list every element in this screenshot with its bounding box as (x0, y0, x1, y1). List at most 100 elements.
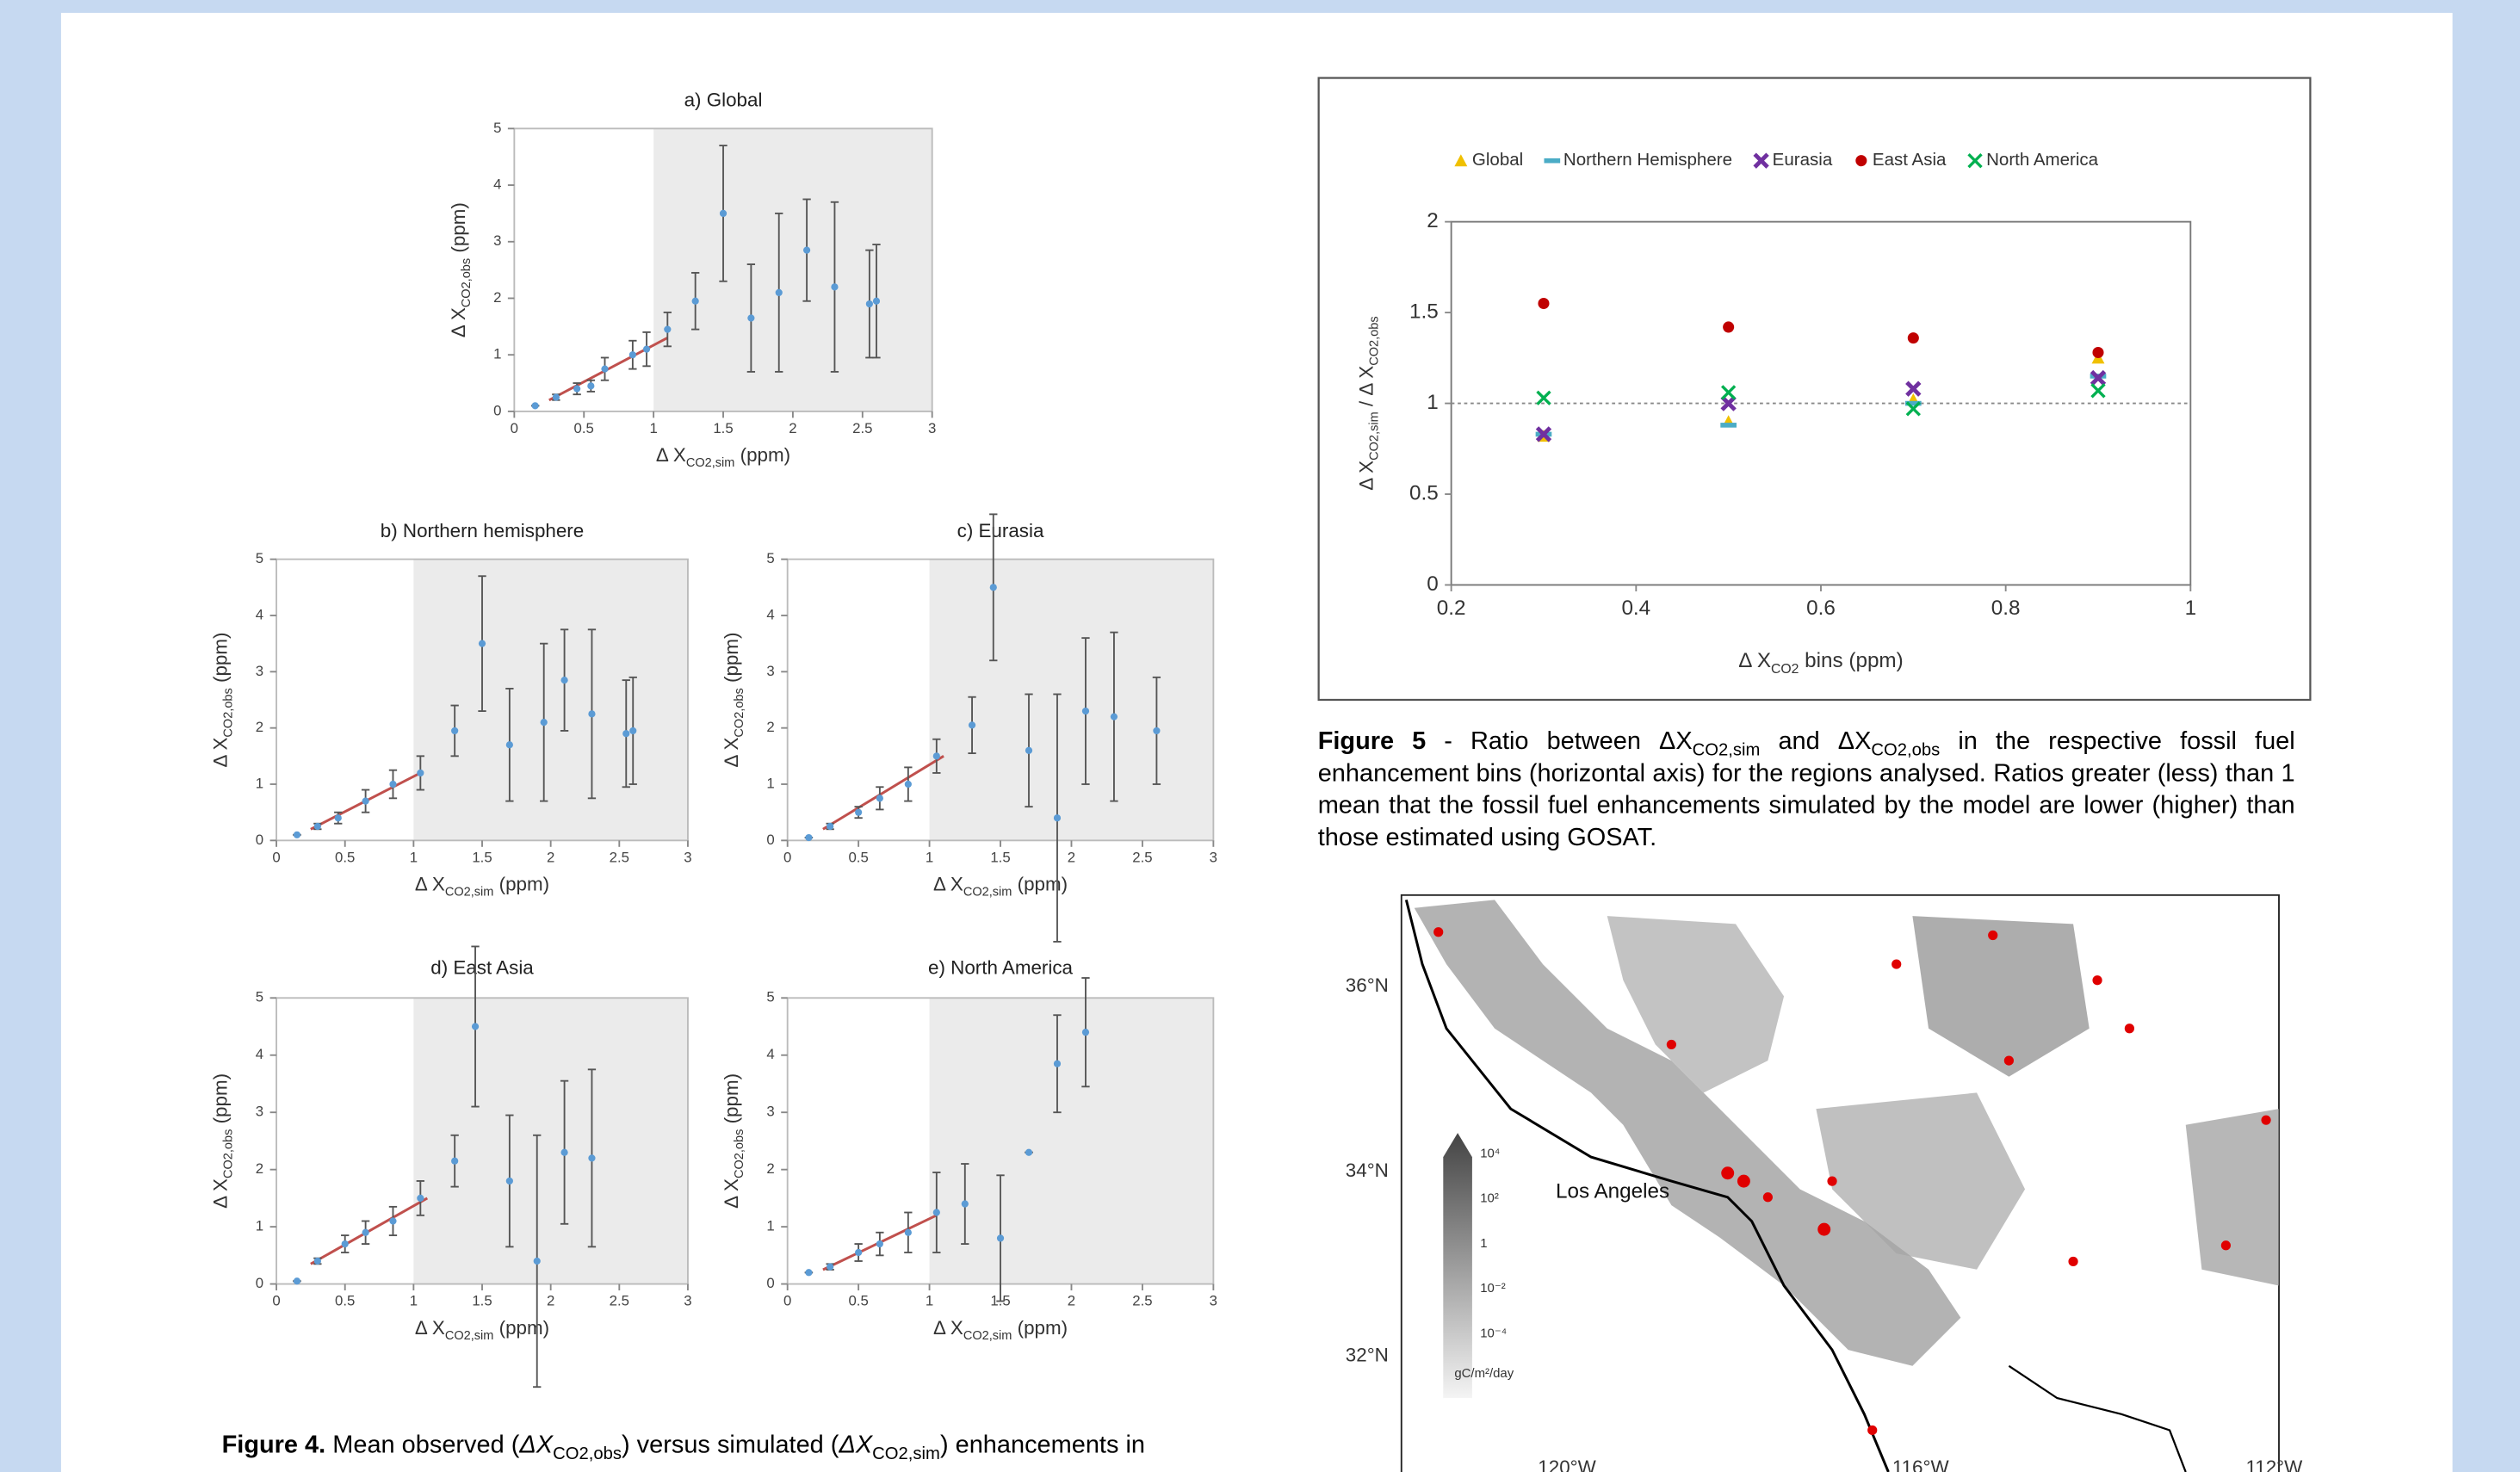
data-point (905, 781, 912, 788)
y-axis-label-part: CO2,obs (1367, 316, 1381, 365)
longitude-label: 112°W (2245, 1457, 2303, 1472)
x-axis-label-part: (ppm) (1012, 874, 1068, 895)
y-tick-label: 1 (1427, 391, 1438, 414)
x-tick-label: 2.5 (852, 420, 872, 436)
marker (1908, 332, 1919, 343)
x-tick-label: 1 (926, 1293, 933, 1309)
y-tick-label: 4 (766, 1046, 774, 1062)
figure4-caption: Figure 4. Mean observed (ΔXCO2,obs) vers… (222, 1430, 1283, 1462)
data-point (827, 1264, 833, 1271)
x-tick-label: 2.5 (1132, 849, 1152, 865)
y-tick-label: 1 (256, 1218, 263, 1234)
data-point (335, 814, 342, 821)
y-axis-label-part: (ppm) (721, 632, 742, 688)
data-point (417, 1195, 424, 1202)
data-point (389, 781, 396, 788)
x-tick-label: 0.2 (1437, 597, 1466, 620)
caption-text: Mean observed ( (325, 1432, 519, 1459)
data-point (588, 1154, 595, 1161)
x-tick-label: 0.5 (335, 849, 355, 865)
marker (1538, 298, 1549, 309)
data-point (560, 1149, 567, 1156)
y-tick-label: 2 (766, 1160, 774, 1177)
y-axis-label-part: Δ X (210, 1178, 232, 1209)
x-axis-label-part: (ppm) (734, 444, 790, 466)
chart-title: b) Northern hemisphere (381, 520, 584, 541)
y-tick-label: 3 (256, 663, 263, 679)
data-point (1025, 1149, 1032, 1156)
data-point (805, 1269, 812, 1276)
data-point (560, 677, 567, 683)
y-axis-label-part: CO2,obs (460, 258, 474, 307)
caption-text: CO2,sim (1693, 741, 1761, 760)
y-axis-label-part: CO2,obs (221, 688, 235, 737)
x-axis-label-part: CO2 (1771, 662, 1799, 677)
shaded-region (413, 560, 688, 841)
scale-label: 1 (1480, 1236, 1487, 1251)
y-tick-label: 2 (256, 1160, 263, 1177)
x-axis-label-part: (ppm) (1012, 1317, 1068, 1339)
x-axis-label-part: Δ X (656, 444, 686, 466)
data-point (1082, 708, 1089, 714)
data-point (417, 770, 424, 776)
x-tick-label: 1 (410, 1293, 418, 1309)
y-tick-label: 0 (766, 1275, 774, 1291)
x-tick-label: 2 (547, 849, 554, 865)
longitude-label: 120°W (1538, 1457, 1596, 1472)
data-point (587, 382, 594, 389)
legend-label: Global (1472, 150, 1523, 170)
scale-label: 10⁴ (1480, 1146, 1500, 1160)
poster: 36°N34°N32°N120°W116°W112°WLos Angeles10… (0, 0, 2520, 1472)
data-point (905, 1229, 912, 1236)
x-tick-label: 1 (649, 420, 657, 436)
x-tick-label: 1 (2185, 597, 2196, 620)
y-axis-label-part: Δ X (721, 1178, 742, 1209)
data-point (601, 366, 608, 373)
legend-label: Eurasia (1773, 150, 1833, 170)
x-tick-label: 1.5 (713, 420, 733, 436)
y-tick-label: 3 (766, 663, 774, 679)
data-point (362, 797, 369, 804)
data-point (692, 298, 699, 305)
x-tick-label: 2 (789, 420, 796, 436)
data-point (776, 289, 783, 296)
x-axis-label-part: Δ X (933, 874, 963, 895)
caption-label: Figure 4. (222, 1432, 326, 1459)
y-tick-label: 4 (766, 606, 774, 622)
x-tick-label: 1.5 (472, 849, 492, 865)
latitude-label: 32°N (1346, 1345, 1389, 1366)
y-tick-label: 0 (493, 402, 501, 418)
data-point (314, 823, 321, 830)
chart-title: a) Global (684, 90, 763, 111)
y-axis-label-part: CO2,obs (733, 688, 746, 737)
x-tick-label: 2.5 (1132, 1293, 1152, 1309)
x-axis-label: Δ XCO2 bins (ppm) (1738, 650, 1903, 677)
data-point (664, 326, 671, 333)
caption-text: - Ratio between ΔX (1426, 728, 1692, 756)
latitude-label: 36°N (1346, 974, 1389, 996)
y-tick-label: 3 (493, 232, 501, 249)
caption-text: ) enhancements in (940, 1432, 1145, 1459)
marker (1723, 321, 1734, 332)
x-tick-label: 1.5 (472, 1293, 492, 1309)
data-point (362, 1229, 369, 1236)
x-tick-label: 0.6 (1806, 597, 1836, 620)
x-tick-label: 2 (547, 1293, 554, 1309)
data-point (472, 1023, 479, 1030)
data-point (831, 283, 838, 290)
y-axis-label-part: Δ X (721, 738, 742, 768)
y-tick-label: 5 (493, 120, 501, 136)
caption-text: ΔX (519, 1432, 553, 1459)
x-tick-label: 2.5 (610, 1293, 629, 1309)
y-axis-label-part: Δ X (1355, 461, 1377, 491)
scale-label: 10⁻⁴ (1480, 1326, 1507, 1340)
marker (1544, 158, 1560, 164)
data-point (643, 346, 650, 353)
x-axis-label-part: Δ X (415, 1317, 445, 1339)
y-axis-label-part: (ppm) (448, 202, 469, 258)
x-tick-label: 0 (783, 849, 791, 865)
x-tick-label: 0.5 (848, 1293, 868, 1309)
shaded-region (930, 998, 1214, 1283)
data-point (803, 247, 810, 254)
legend-label: Northern Hemisphere (1563, 150, 1732, 170)
